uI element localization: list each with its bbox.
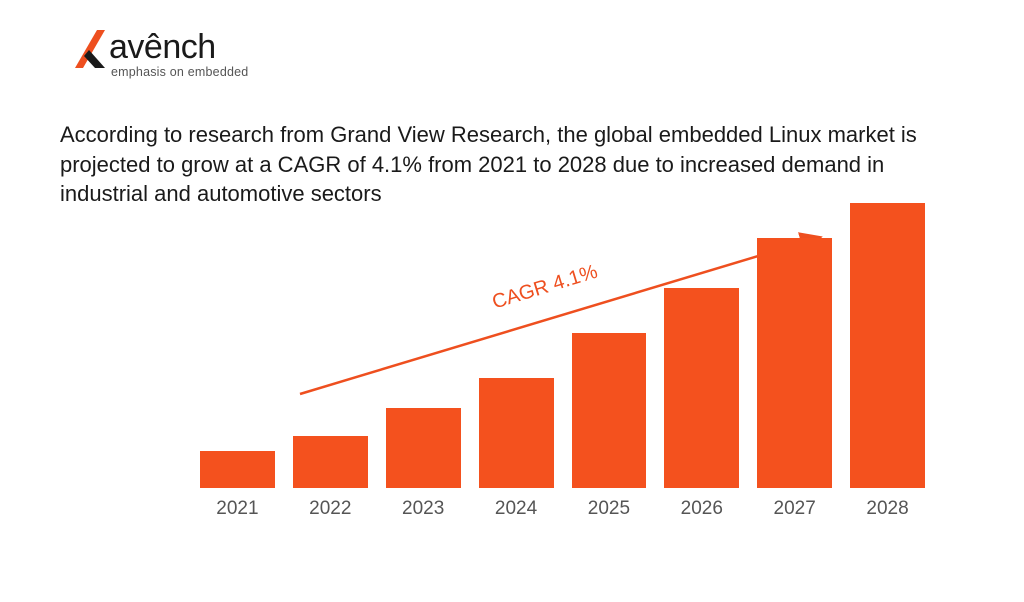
logo-tagline: emphasis on embedded [111,66,248,79]
logo-mark-icon [75,30,105,68]
bar-label: 2023 [402,498,444,520]
bar-rect [479,378,554,488]
bar-chart: CAGR 4.1% 2021 2022 2023 2024 2025 2026 [200,230,925,550]
bar-2025: 2025 [572,333,647,520]
bar-2022: 2022 [293,436,368,520]
logo-text: avênch emphasis on embedded [109,30,248,79]
bar-rect [850,203,925,488]
bar-rect [572,333,647,488]
logo: avênch emphasis on embedded [75,30,248,79]
bar-rect [386,408,461,488]
bar-label: 2021 [216,498,258,520]
bar-label: 2026 [681,498,723,520]
bar-rect [757,238,832,488]
bar-2027: 2027 [757,238,832,520]
bar-2023: 2023 [386,408,461,520]
bar-rect [664,288,739,488]
bar-label: 2022 [309,498,351,520]
bar-2021: 2021 [200,451,275,520]
bar-rect [200,451,275,488]
bar-label: 2028 [866,498,908,520]
bar-label: 2024 [495,498,537,520]
bar-2028: 2028 [850,203,925,520]
logo-brand: avênch [109,30,248,64]
bar-label: 2025 [588,498,630,520]
bar-rect [293,436,368,488]
bar-2024: 2024 [479,378,554,520]
bars-container: 2021 2022 2023 2024 2025 2026 2027 2028 [200,230,925,520]
bar-label: 2027 [774,498,816,520]
description-text: According to research from Grand View Re… [60,120,969,209]
bar-2026: 2026 [664,288,739,520]
